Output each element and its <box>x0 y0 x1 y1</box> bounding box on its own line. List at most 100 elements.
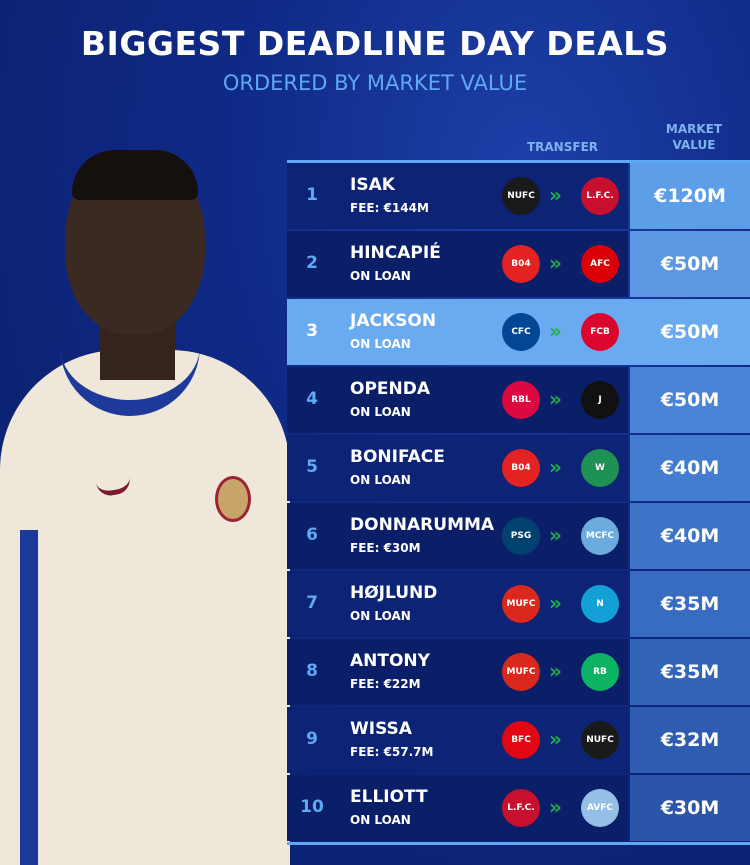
market-value: €35M <box>630 639 750 705</box>
table-row: 2 HINCAPIÉ ON LOAN B04 » AFC €50M <box>287 231 750 297</box>
market-value: €35M <box>630 571 750 637</box>
transfer-note: ON LOAN <box>350 813 411 827</box>
transfer-arrow-icon: » <box>549 795 562 819</box>
transfer-note: ON LOAN <box>350 405 411 419</box>
to-club-logo-icon: MCFC <box>581 517 619 555</box>
to-club-logo-icon: FCB <box>581 313 619 351</box>
market-value: €40M <box>630 435 750 501</box>
rank: 2 <box>306 253 318 273</box>
transfer-arrow-icon: » <box>549 455 562 479</box>
from-club-logo-icon: BFC <box>502 721 540 759</box>
transfer-note: ON LOAN <box>350 473 411 487</box>
from-club-logo-icon: CFC <box>502 313 540 351</box>
player-name: JACKSON <box>350 311 437 331</box>
to-club-logo-icon: W <box>581 449 619 487</box>
market-value: €120M <box>630 163 750 229</box>
rank: 8 <box>306 661 318 681</box>
market-value: €50M <box>630 367 750 433</box>
transfer-arrow-icon: » <box>549 251 562 275</box>
player-hair <box>72 150 198 200</box>
from-club-logo-icon: MUFC <box>502 653 540 691</box>
player-name: ELLIOTT <box>350 787 428 807</box>
table-row: 3 JACKSON ON LOAN CFC » FCB €50M <box>287 299 750 365</box>
jersey-stripe <box>20 530 38 865</box>
page-title: BIGGEST DEADLINE DAY DEALS <box>80 24 670 63</box>
market-value: €50M <box>660 321 720 343</box>
transfer-arrow-icon: » <box>549 387 562 411</box>
transfer-arrow-icon: » <box>549 659 562 683</box>
rank: 4 <box>306 389 318 409</box>
transfer-arrow-icon: » <box>549 319 562 343</box>
player-name: ISAK <box>350 175 395 195</box>
row-background <box>287 435 628 501</box>
transfer-note: ON LOAN <box>350 609 411 623</box>
to-club-logo-icon: RB <box>581 653 619 691</box>
table-row: 1 ISAK FEE: €144M NUFC » L.F.C. €120M <box>287 163 750 229</box>
transfer-note: FEE: €144M <box>350 201 429 215</box>
rank: 3 <box>306 321 318 341</box>
from-club-logo-icon: B04 <box>502 449 540 487</box>
transfer-header: TRANSFER <box>526 140 599 154</box>
rank: 1 <box>306 185 318 205</box>
rank: 6 <box>306 525 318 545</box>
from-club-logo-icon: PSG <box>502 517 540 555</box>
transfer-note: FEE: €22M <box>350 677 421 691</box>
table-row: 8 ANTONY FEE: €22M MUFC » RB €35M <box>287 639 750 705</box>
market-value: €50M <box>630 231 750 297</box>
market-value: €32M <box>630 707 750 773</box>
market-value: €40M <box>630 503 750 569</box>
table-bottom-line <box>287 842 750 845</box>
table-row: 6 DONNARUMMA FEE: €30M PSG » MCFC €40M <box>287 503 750 569</box>
table-row: 4 OPENDA ON LOAN RBL » J €50M <box>287 367 750 433</box>
from-club-logo-icon: B04 <box>502 245 540 283</box>
rank: 5 <box>306 457 318 477</box>
row-background <box>287 571 628 637</box>
to-club-logo-icon: N <box>581 585 619 623</box>
market-value-header: MARKET VALUE <box>665 122 723 152</box>
transfer-arrow-icon: » <box>549 591 562 615</box>
row-background <box>287 231 628 297</box>
page-subtitle: ORDERED BY MARKET VALUE <box>222 71 528 95</box>
player-photo <box>0 150 300 865</box>
row-background <box>287 503 628 569</box>
table-top-line <box>287 160 750 163</box>
row-background <box>287 163 628 229</box>
player-name: ANTONY <box>350 651 430 671</box>
row-background <box>287 775 628 841</box>
to-club-logo-icon: J <box>581 381 619 419</box>
to-club-logo-icon: AVFC <box>581 789 619 827</box>
transfer-arrow-icon: » <box>549 727 562 751</box>
club-crest-icon <box>215 476 251 522</box>
rank: 7 <box>306 593 318 613</box>
player-name: OPENDA <box>350 379 431 399</box>
row-background <box>287 367 628 433</box>
transfer-arrow-icon: » <box>549 183 562 207</box>
transfer-note: ON LOAN <box>350 269 411 283</box>
player-name: DONNARUMMA <box>350 515 495 535</box>
row-background <box>287 707 628 773</box>
player-name: HINCAPIÉ <box>350 243 441 263</box>
rank: 10 <box>300 797 324 817</box>
player-name: HØJLUND <box>350 583 438 603</box>
market-value: €30M <box>630 775 750 841</box>
table-row: 9 WISSA FEE: €57.7M BFC » NUFC €32M <box>287 707 750 773</box>
from-club-logo-icon: RBL <box>502 381 540 419</box>
table-row: 7 HØJLUND ON LOAN MUFC » N €35M <box>287 571 750 637</box>
from-club-logo-icon: L.F.C. <box>502 789 540 827</box>
transfer-note: FEE: €30M <box>350 541 421 555</box>
transfer-arrow-icon: » <box>549 523 562 547</box>
player-name: BONIFACE <box>350 447 445 467</box>
from-club-logo-icon: NUFC <box>502 177 540 215</box>
to-club-logo-icon: L.F.C. <box>581 177 619 215</box>
from-club-logo-icon: MUFC <box>502 585 540 623</box>
row-background <box>287 639 628 705</box>
jersey <box>0 350 290 865</box>
transfer-note: FEE: €57.7M <box>350 745 434 759</box>
to-club-logo-icon: NUFC <box>581 721 619 759</box>
transfer-note: ON LOAN <box>350 337 411 351</box>
player-name: WISSA <box>350 719 412 739</box>
to-club-logo-icon: AFC <box>581 245 619 283</box>
table-row: 10 ELLIOTT ON LOAN L.F.C. » AVFC €30M <box>287 775 750 841</box>
rank: 9 <box>306 729 318 749</box>
table-row: 5 BONIFACE ON LOAN B04 » W €40M <box>287 435 750 501</box>
